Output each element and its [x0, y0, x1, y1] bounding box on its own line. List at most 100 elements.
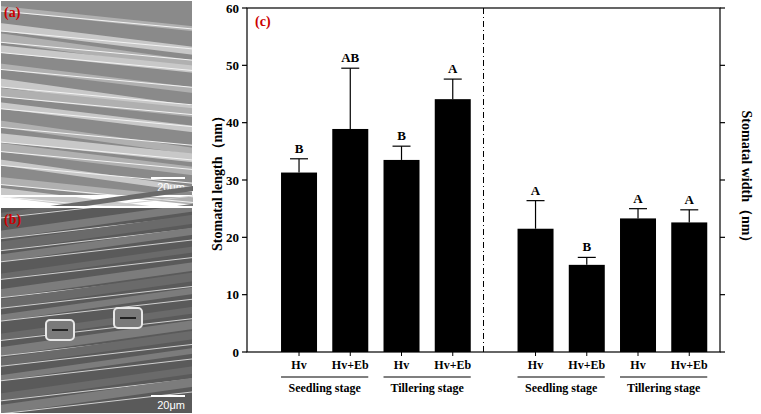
y2-tick [720, 65, 725, 66]
bar [518, 229, 554, 352]
bar [435, 99, 471, 352]
y-tick [242, 237, 247, 238]
error-bar-cap [527, 200, 545, 201]
error-bar-cap [629, 208, 647, 209]
x-tick [586, 352, 587, 356]
group-line [384, 376, 471, 377]
significance-letter: A [448, 61, 458, 76]
micrograph [0, 0, 193, 220]
x-tick-label: Hv+Eb [671, 358, 708, 372]
y-tick [242, 122, 247, 123]
panel-label: (b) [4, 212, 21, 228]
x-tick-label: Hv+Eb [568, 358, 605, 372]
error-bar-stem [637, 209, 638, 219]
group-label: Tillering stage [390, 381, 464, 395]
scale-bar [151, 177, 185, 179]
plot-frame [247, 8, 720, 352]
y-axis-title: Stomatal length（nm） [210, 109, 225, 251]
y-tick [242, 7, 247, 8]
error-bar-stem [350, 68, 351, 129]
x-tick-label: Hv+Eb [332, 358, 369, 372]
stoma [114, 308, 142, 328]
x-tick [401, 352, 402, 356]
error-bar-stem [535, 201, 536, 229]
y2-tick [720, 7, 725, 8]
texture [0, 331, 193, 367]
texture [0, 378, 193, 414]
image-ground [0, 207, 193, 414]
image-border [0, 207, 193, 414]
x-tick [350, 352, 351, 356]
x-tick [689, 352, 690, 356]
bars [281, 68, 707, 352]
y2-tick [720, 122, 725, 123]
error-bar-stem [689, 210, 690, 223]
image-border [0, 0, 193, 196]
error-bar [680, 210, 698, 223]
error-bar [341, 68, 359, 129]
error-bar [629, 209, 647, 219]
error-bar-stem [401, 146, 402, 160]
y-tick-label: 40 [226, 115, 239, 130]
texture [0, 109, 193, 127]
significance-letter: B [295, 141, 304, 156]
divider [483, 8, 484, 352]
error-bar-cap [578, 257, 596, 258]
x-tick [638, 352, 639, 356]
panel-label: (a) [4, 5, 21, 21]
error-bar-stem [452, 79, 453, 99]
x-tick [452, 352, 453, 356]
panel-label: (c) [255, 14, 271, 30]
y-tick-label: 30 [226, 173, 239, 188]
texture [0, 299, 193, 321]
texture [0, 227, 193, 261]
texture [0, 88, 193, 117]
x-tick-label: Hv [291, 358, 306, 372]
y-tick-label: 10 [226, 287, 239, 302]
y2-tick [720, 179, 725, 180]
significance-letter: A [531, 183, 541, 198]
significance-letter: AB [341, 50, 359, 65]
group-line [518, 376, 605, 377]
image-ground [0, 0, 193, 196]
stoma [120, 317, 136, 319]
error-bar-stem [586, 257, 587, 264]
error-bar-cap [444, 78, 462, 79]
y-tick-label: 0 [233, 345, 240, 360]
group-line [281, 376, 368, 377]
y2-tick [720, 294, 725, 295]
significance-letter: A [633, 191, 643, 206]
group-label: Seedling stage [525, 381, 598, 395]
y-tick-label: 60 [226, 1, 239, 16]
group-line [620, 376, 707, 377]
x-tick [299, 352, 300, 356]
significance-letter: A [685, 192, 695, 207]
group-label: Tillering stage [627, 381, 701, 395]
bar [281, 173, 317, 352]
texture [0, 392, 193, 414]
stoma [46, 320, 74, 340]
micrograph [0, 186, 193, 414]
error-bar [444, 79, 462, 99]
x-tick-label: Hv [394, 358, 409, 372]
y-tick [242, 65, 247, 66]
x-tick-label: Hv+Eb [434, 358, 471, 372]
scale-bar-label: 20μm [157, 399, 185, 411]
y2-tick [720, 351, 725, 352]
texture [0, 11, 193, 29]
error-bar-stem [298, 159, 299, 173]
y-tick-label: 20 [226, 230, 239, 245]
significance-letter: B [397, 128, 406, 143]
significance-letter: B [582, 239, 591, 254]
bar [569, 265, 605, 352]
y-tick-label: 50 [226, 58, 239, 73]
error-bar [290, 159, 308, 173]
error-bar-cap [393, 146, 411, 147]
bar [332, 129, 368, 352]
y-tick [242, 351, 247, 352]
x-tick [535, 352, 536, 356]
error-bar [393, 146, 411, 160]
error-bar-cap [290, 158, 308, 159]
group-label: Seedling stage [288, 381, 361, 395]
error-bar-cap [680, 209, 698, 210]
